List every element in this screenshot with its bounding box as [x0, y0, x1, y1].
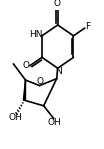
- Text: O: O: [37, 77, 44, 86]
- Text: HN: HN: [30, 30, 43, 39]
- Polygon shape: [23, 80, 25, 100]
- Text: N: N: [55, 67, 62, 76]
- Text: OH: OH: [48, 118, 61, 127]
- Text: O: O: [22, 61, 29, 70]
- Text: F: F: [85, 22, 90, 31]
- Text: O: O: [53, 0, 60, 8]
- Text: OH: OH: [9, 113, 22, 122]
